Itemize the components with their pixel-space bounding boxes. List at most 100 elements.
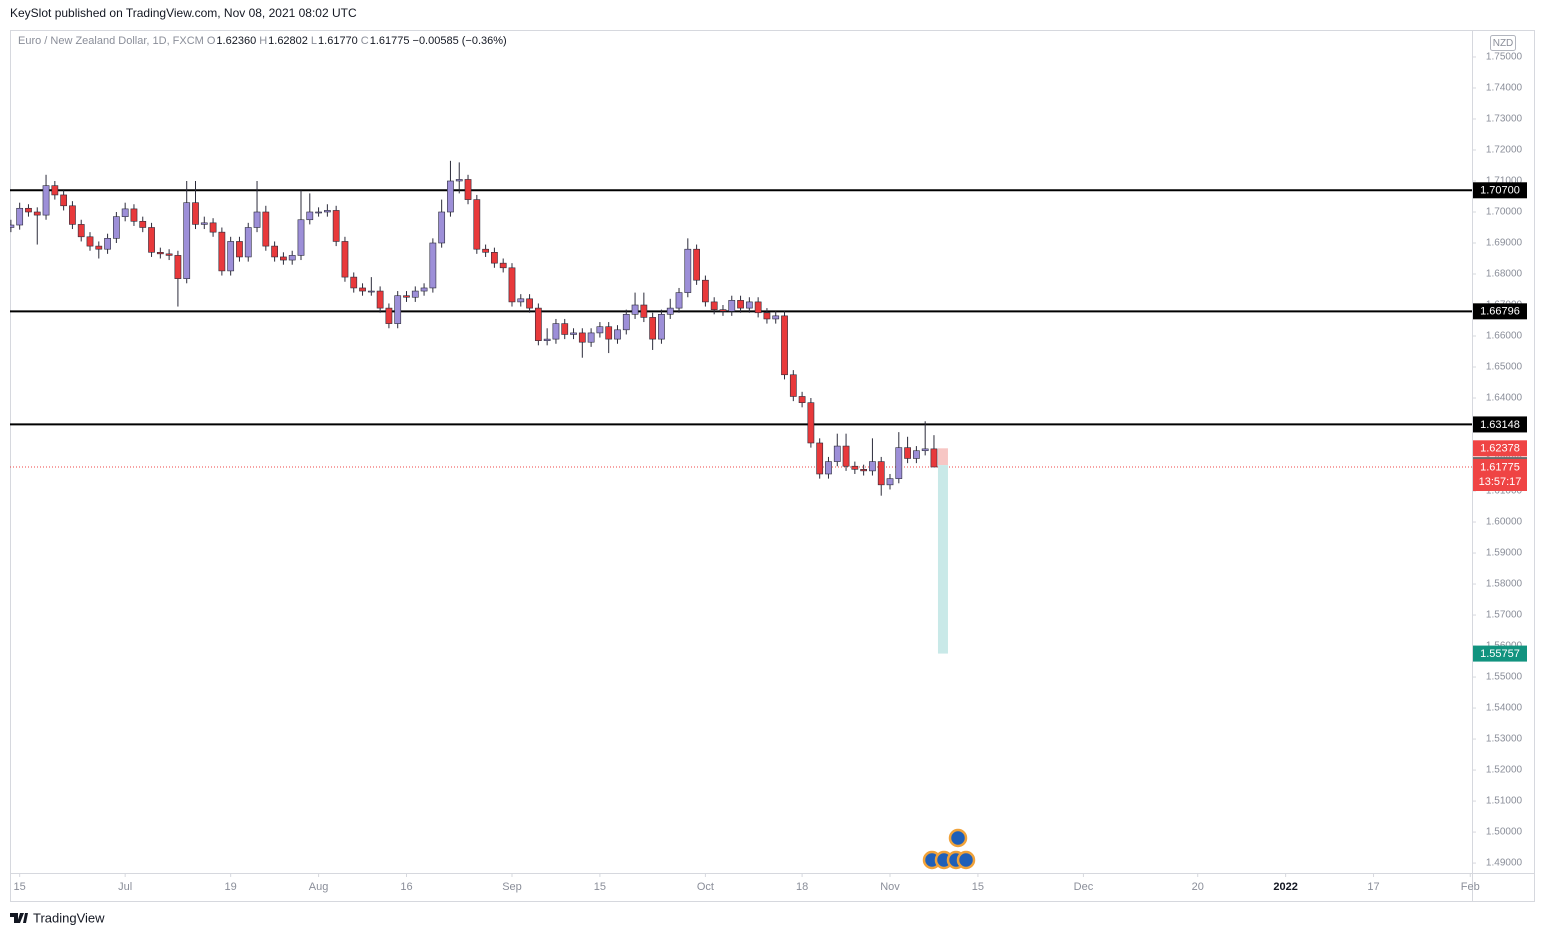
level-tag [1473,303,1527,320]
candle-body-up [227,241,235,272]
candle-body-down [754,301,762,314]
candle-body-down [649,317,657,340]
ohlc-key: H [259,35,268,47]
position-stop-zone [937,448,948,466]
symbol-name: Euro / New Zealand Dollar, 1D, FXCM [18,35,204,47]
candle-body-down [904,447,911,459]
event-icon[interactable] [956,850,976,870]
level-tag [1473,416,1527,433]
y-tick-label: 1.54000 [1486,703,1523,714]
y-tick-label: 1.70000 [1486,207,1523,218]
candle-body-down [877,461,885,486]
candle-body-down [789,374,797,397]
level-tag-label: 1.70700 [1480,185,1520,197]
candle-body-down [209,222,217,233]
ohlc-value: 1.61775 [369,35,410,47]
position-target-zone [937,465,948,654]
x-tick-label: Jul [118,881,132,893]
candle-body-down [174,255,182,279]
y-tick-label: 1.61000 [1486,486,1523,497]
candle-body-down [640,304,648,318]
candle-body-down [702,279,709,303]
candle-body-down [930,448,938,468]
candle-body-down [807,402,815,444]
level-tag-label: 1.63148 [1480,419,1520,431]
x-tick-label: 19 [225,881,237,893]
candle-body-down [280,256,287,261]
y-tick-label: 1.52000 [1486,765,1523,776]
candle-body-up [745,301,753,309]
candle-body-down [403,295,410,298]
y-tick-label: 1.73000 [1486,114,1523,125]
brand-logo[interactable]: TradingView [10,910,105,925]
ohlc-key: L [310,35,318,47]
event-icon[interactable] [948,828,968,848]
candle-body-up [675,292,683,309]
candle-body-down [262,211,270,247]
brand-name: TradingView [33,910,105,925]
candle-body-up [323,210,331,213]
x-tick-label: 20 [1192,881,1204,893]
x-tick-label: 2022 [1273,881,1297,893]
candle-body-down [165,253,173,256]
candle-body-up [596,326,604,334]
candle-body-down [578,332,586,343]
y-tick-label: 1.55000 [1486,672,1523,683]
legend: Euro / New Zealand Dollar, 1D, FXCM O1.62… [18,35,510,47]
candle-body-up [921,448,929,452]
candle-body-down [77,224,85,238]
last-price-tag [1473,459,1527,492]
candle-body-down [60,194,68,207]
plot-area [10,160,1472,654]
y-tick-label: 1.59000 [1486,548,1523,559]
x-tick-label: 18 [796,881,808,893]
price-axis: 1.75000 1.74000 1.73000 1.72000 1.71000 1.700… [1472,52,1527,869]
ohlc-value: 1.61770 [318,35,358,47]
candle-body-down [781,315,788,376]
candle-body-up [587,332,595,343]
candle-body-down [482,248,489,253]
candle-body-up [543,338,551,341]
candle-body-down [763,312,771,320]
candle-body-down [737,300,744,309]
x-tick-label: Oct [697,881,714,893]
candle-body-down [605,326,613,340]
candle-body-up [297,219,305,256]
x-tick-label: 15 [594,881,606,893]
x-tick-label: 17 [1367,881,1379,893]
y-tick-label: 1.50000 [1486,827,1523,838]
candle-body-up [183,202,191,279]
candle-body-down [130,208,138,222]
currency-box[interactable] [1490,35,1516,51]
x-tick-label: Dec [1074,881,1094,893]
candle-body-down [271,245,278,258]
candle-body-up [622,314,630,331]
candle-body-down [464,179,472,200]
event-icons[interactable] [922,828,976,870]
currency-label: NZD [1493,38,1514,49]
candle-body-up [16,207,24,226]
y-tick-label: 1.51000 [1486,796,1523,807]
countdown-label: 13:57:17 [1479,476,1522,488]
candle-body-down [376,290,384,309]
candle-body-down [842,445,850,467]
level-tag [1473,182,1527,199]
candle-body-up [833,445,841,462]
candle-body-up [684,248,692,293]
candle-body-up [614,329,621,340]
x-tick-label: 15 [14,881,26,893]
candle-body-down [236,241,243,258]
chart-frame [10,30,1535,902]
ohlc-key: O [206,35,216,47]
candle-body-up [10,224,15,228]
candle-body-up [728,300,736,312]
candle-body-up [913,450,920,459]
candle-body-up [517,298,525,303]
candle-body-down [69,205,76,225]
x-tick-label: 16 [400,881,412,893]
candle-body-up [455,179,463,182]
candle-body-down [359,287,366,292]
candle-body-down [139,220,147,228]
candle-body-up [315,211,322,214]
